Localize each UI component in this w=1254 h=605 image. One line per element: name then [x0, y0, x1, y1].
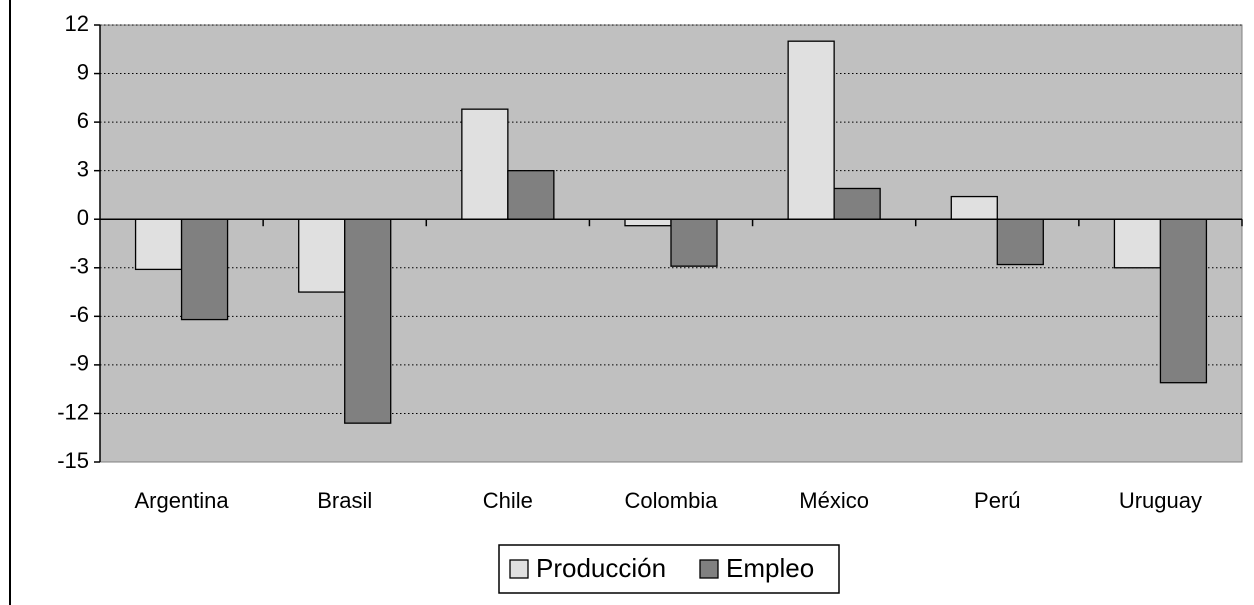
bar-empleo-brasil: [344, 218, 392, 424]
bar-empleo-colombia: [670, 218, 718, 267]
axes: [94, 24, 1243, 463]
y-tick-label: -15: [57, 448, 89, 473]
x-tick-label: Argentina: [134, 488, 229, 513]
bar-produccion-argentina: [134, 218, 183, 271]
bar-empleo-argentina: [180, 218, 229, 321]
bar-produccion-peru: [950, 195, 998, 220]
legend-swatch-empleo: [699, 559, 719, 579]
y-tick-label: -3: [69, 254, 89, 279]
bar-empleo-uruguay: [1159, 218, 1208, 384]
y-tick-label: -9: [69, 351, 89, 376]
bar-produccion-mexico: [787, 40, 835, 220]
x-tick-label: Perú: [974, 488, 1020, 513]
legend-label-produccion: Producción: [536, 553, 666, 583]
y-tick-label: 12: [65, 11, 89, 36]
y-tick-label: 0: [77, 205, 89, 230]
y-tick-label: 9: [77, 59, 89, 84]
bar-empleo-chile: [507, 170, 555, 220]
bar-empleo-peru: [996, 218, 1044, 266]
bar-produccion-uruguay: [1113, 218, 1162, 269]
y-tick-label: -12: [57, 399, 89, 424]
legend-box: [498, 544, 840, 594]
bar-empleo-mexico: [833, 187, 881, 220]
y-tick-label: 3: [77, 156, 89, 181]
legend-label-empleo: Empleo: [726, 553, 814, 583]
bar-produccion-chile: [461, 108, 509, 220]
x-tick-label: Colombia: [625, 488, 719, 513]
x-tick-label: Uruguay: [1119, 488, 1202, 513]
x-axis-tick-labels: Argentina Brasil Chile Colombia México Perú Ur…: [134, 488, 1202, 513]
x-tick-label: México: [799, 488, 869, 513]
bar-produccion-brasil: [298, 218, 346, 293]
bar-produccion-colombia: [624, 218, 672, 227]
legend: Producción Empleo: [498, 544, 840, 594]
legend-swatch-produccion: [509, 559, 529, 579]
bars: [134, 40, 1208, 424]
x-tick-label: Brasil: [317, 488, 372, 513]
y-axis-tick-labels: 12 9 6 3 0 -3 -6 -9 -12 -15: [57, 11, 89, 473]
y-tick-label: -6: [69, 302, 89, 327]
y-tick-label: 6: [77, 108, 89, 133]
x-tick-label: Chile: [483, 488, 533, 513]
